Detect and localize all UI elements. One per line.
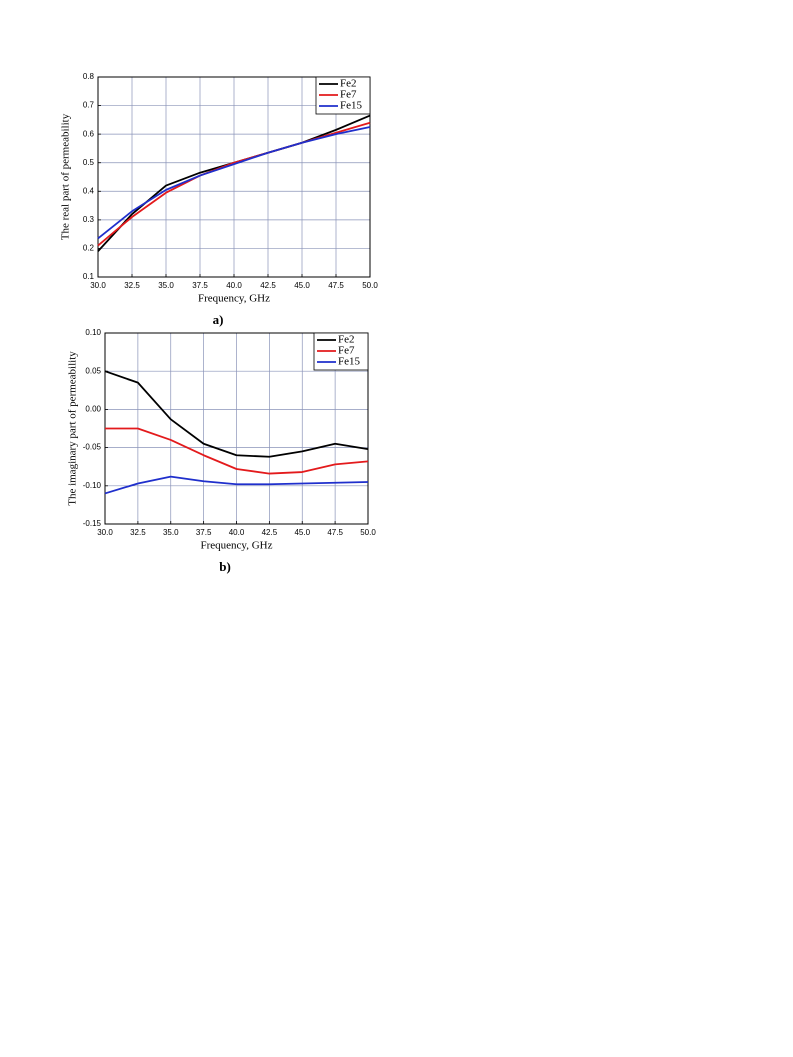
legend-label: Fe15 xyxy=(338,356,361,368)
y-tick-label: 0.00 xyxy=(85,405,101,414)
x-tick-label: 35.0 xyxy=(158,281,174,290)
x-tick-label: 40.0 xyxy=(226,281,242,290)
x-tick-label: 40.0 xyxy=(229,528,245,537)
series-line xyxy=(97,121,371,247)
y-tick-label: 0.6 xyxy=(83,129,95,138)
x-tick-label: 30.0 xyxy=(90,281,106,290)
x-tick-label: 47.5 xyxy=(328,281,344,290)
series-line xyxy=(104,475,369,495)
x-tick-label: 32.5 xyxy=(130,528,146,537)
x-tick-label: 37.5 xyxy=(192,281,208,290)
x-tick-label: 45.0 xyxy=(294,528,310,537)
y-tick-label: 0.2 xyxy=(83,244,95,253)
y-tick-label: 0.05 xyxy=(85,366,101,375)
series-line xyxy=(105,427,369,475)
legend-label: Fe7 xyxy=(340,89,357,101)
x-tick-label: 45.0 xyxy=(294,281,310,290)
x-tick-label: 50.0 xyxy=(362,281,378,290)
y-tick-label: -0.05 xyxy=(83,443,102,452)
y-tick-label: 0.5 xyxy=(83,158,95,167)
legend-label: Fe7 xyxy=(338,345,355,357)
y-tick-label: 0.7 xyxy=(83,101,95,110)
legend-label: Fe2 xyxy=(340,78,357,90)
caption: a) xyxy=(213,312,224,327)
legend-label: Fe2 xyxy=(338,334,355,346)
x-tick-label: 42.5 xyxy=(262,528,278,537)
x-tick-label: 47.5 xyxy=(327,528,343,537)
x-tick-label: 35.0 xyxy=(163,528,179,537)
y-tick-label: 0.8 xyxy=(83,72,95,81)
y-axis-label: The imaginary part of permeability xyxy=(67,351,79,506)
x-tick-label: 37.5 xyxy=(196,528,212,537)
x-axis-label: Frequency, GHz xyxy=(201,540,273,552)
y-tick-label: 0.1 xyxy=(83,272,95,281)
y-tick-label: 0.3 xyxy=(83,215,95,224)
y-tick-label: -0.10 xyxy=(83,481,102,490)
series-line xyxy=(104,370,369,458)
x-tick-label: 50.0 xyxy=(360,528,376,537)
y-tick-label: 0.10 xyxy=(85,328,101,337)
plot-frame xyxy=(97,76,371,278)
caption: b) xyxy=(219,559,231,574)
y-tick-label: 0.4 xyxy=(83,186,95,195)
y-axis-label: The real part of permeability xyxy=(60,113,72,240)
x-tick-label: 32.5 xyxy=(124,281,140,290)
x-axis-label: Frequency, GHz xyxy=(198,293,270,305)
legend-label: Fe15 xyxy=(340,100,363,112)
y-tick-label: -0.15 xyxy=(83,519,102,528)
x-tick-label: 42.5 xyxy=(260,281,276,290)
series-line xyxy=(97,126,371,240)
x-tick-label: 30.0 xyxy=(97,528,113,537)
